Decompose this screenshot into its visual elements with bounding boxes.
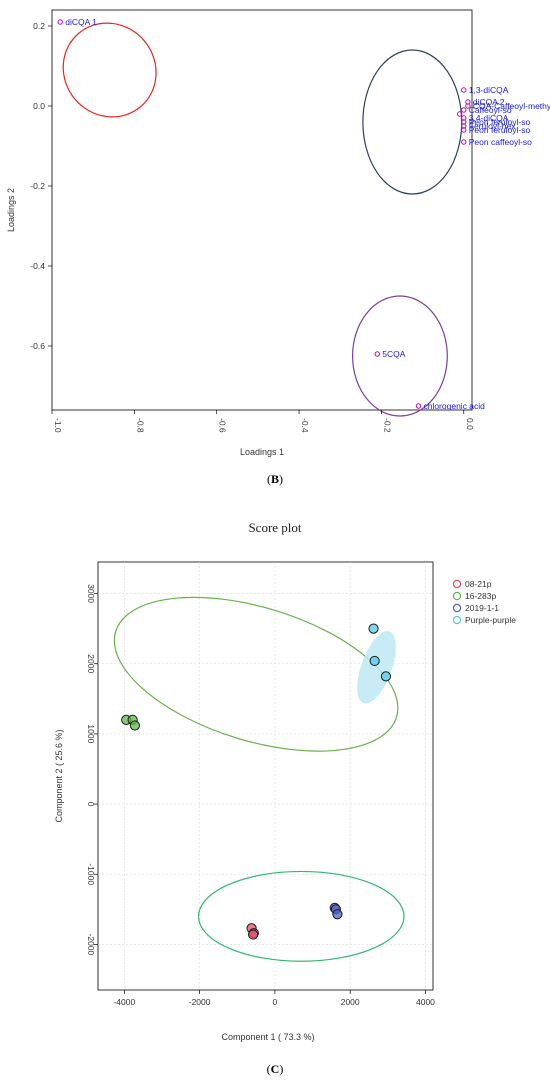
loadings-point (461, 139, 467, 145)
loadings-point-label: chlorogenic acid (423, 401, 485, 411)
panel-b-label: (B) (267, 472, 283, 486)
score-y-ticks: 3000 2000 1000 0 -1000 -2000 (86, 584, 98, 956)
legend-label: 16-283p (465, 591, 496, 601)
loadings-point (57, 19, 63, 25)
loadings-x-tick-label: -0.8 (135, 418, 145, 433)
loadings-point (456, 111, 463, 117)
legend-label: 08-21p (465, 579, 492, 589)
score-plot: -4000 -2000 0 2000 4000 3000 2000 1000 0 -1000 -2… (54, 561, 516, 1042)
loadings-x-tick-label: -0.2 (382, 418, 392, 433)
legend-marker (452, 591, 462, 601)
score-y-tick-label: 0 (86, 802, 96, 807)
loadings-x-axis-label: Loadings 1 (240, 447, 284, 457)
score-ellipse-1 (113, 596, 399, 752)
loadings-point (461, 107, 467, 113)
score-plot-frame (97, 561, 434, 991)
loadings-point (461, 127, 467, 133)
loadings-ellipse-3 (351, 295, 448, 417)
loadings-point-label: 3,4-diCQA (469, 113, 509, 123)
loadings-point-label: CQA-Caffeoyl-methyl (473, 101, 550, 111)
legend-marker (452, 579, 462, 589)
score-point (247, 929, 259, 940)
score-ellipse-2 (197, 870, 405, 962)
loadings-ellipse-1 (62, 22, 157, 118)
panel-c-label: (C) (267, 1062, 284, 1076)
score-point (129, 720, 140, 731)
loadings-point-label: Feruloyl-hex (469, 121, 517, 131)
loadings-point-label: 5CQA (382, 349, 405, 359)
score-plot-heading: Score plot (248, 520, 301, 535)
loadings-y-tick-label: 0.2 (33, 21, 45, 31)
loadings-y-tick-label: -0.4 (30, 261, 45, 271)
score-y-tick-label: -1000 (86, 863, 96, 885)
score-ellipse-3 (357, 631, 396, 704)
score-points (121, 623, 392, 940)
loadings-y-ticks: 0.2 0.0 -0.2 -0.4 -0.6 (30, 21, 52, 351)
loadings-y-tick-label: 0.0 (33, 101, 45, 111)
loadings-y-tick-label: -0.2 (30, 181, 45, 191)
score-point (368, 623, 379, 634)
loadings-point-label: 1,3-diCQA (469, 85, 509, 95)
loadings-y-axis-label: Loadings 2 (6, 188, 16, 232)
legend-marker (452, 603, 462, 613)
score-x-tick-label: -4000 (113, 997, 135, 1007)
loadings-point-label: Peon feruloyl-so (469, 125, 531, 135)
score-y-tick-label: 3000 (86, 584, 96, 603)
score-ellipses (113, 596, 405, 962)
loadings-plot-frame (51, 9, 473, 411)
score-y-axis-label: Component 2 ( 25.6 %) (54, 729, 64, 822)
loadings-plot: diCQA 1 1,3-diCQA diCQA 2CQA-Caffeoyl-meth… (6, 9, 550, 457)
score-x-tick-label: 2000 (341, 997, 360, 1007)
score-grid (98, 562, 433, 990)
loadings-point-label: diCQA 2 (473, 97, 505, 107)
loadings-x-tick-label: 0.0 (465, 418, 475, 430)
loadings-point-label: Peon caffeoyl-so (469, 137, 532, 147)
score-legend: 08-21p 16-283p 2019-1-1 Purple-purple (452, 579, 516, 625)
loadings-x-tick-label: -0.4 (300, 418, 310, 433)
loadings-x-tick-label: -0.6 (218, 418, 228, 433)
loadings-x-ticks: -1.0 -0.8 -0.6 -0.4 -0.2 0.0 (51, 410, 475, 433)
loadings-y-tick-label: -0.6 (30, 341, 45, 351)
loadings-point-label: Peon feruloyl-so (469, 117, 531, 127)
score-x-ticks: -4000 -2000 0 2000 4000 (113, 990, 435, 1007)
loadings-point (465, 103, 471, 109)
loadings-point (374, 351, 380, 357)
loadings-x-tick-label: -1.0 (53, 418, 63, 433)
score-x-axis-label: Component 1 ( 73.3 %) (221, 1032, 314, 1042)
score-y-tick-label: 2000 (86, 654, 96, 673)
score-y-tick-label: 1000 (86, 724, 96, 743)
loadings-point (415, 403, 422, 409)
loadings-point-label: diCQA 1 (65, 17, 97, 27)
loadings-point (461, 87, 467, 93)
score-x-tick-label: 4000 (416, 997, 435, 1007)
score-x-tick-label: -2000 (189, 997, 211, 1007)
score-point (380, 671, 392, 682)
score-point (369, 655, 380, 667)
loadings-points: diCQA 1 1,3-diCQA diCQA 2CQA-Caffeoyl-meth… (57, 17, 550, 411)
score-x-tick-label: 0 (273, 997, 278, 1007)
score-point (332, 909, 343, 920)
score-y-tick-label: -2000 (86, 934, 96, 956)
legend-label: Purple-purple (465, 615, 516, 625)
legend-marker (452, 615, 462, 625)
legend-label: 2019-1-1 (465, 603, 499, 613)
loadings-point-label: Caffeoyl-so (469, 105, 512, 115)
